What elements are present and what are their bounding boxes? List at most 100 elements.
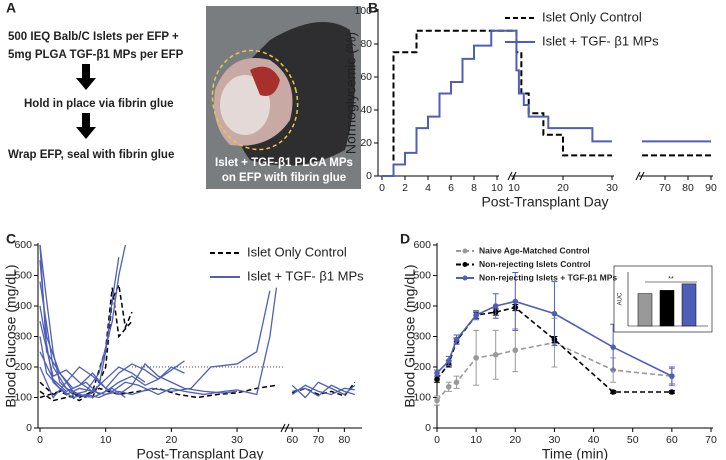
point [445, 358, 452, 364]
animal-line [292, 384, 355, 397]
x-tick-label: 10 [470, 434, 482, 446]
y-tick-label: 400 [14, 300, 32, 312]
panel-label: B [368, 0, 378, 16]
y-tick-label: 600 [413, 239, 431, 251]
y-tick-label: 20 [360, 137, 372, 149]
point [434, 376, 440, 383]
point [434, 370, 440, 376]
point [669, 373, 675, 379]
y-tick-label: 80 [360, 38, 372, 50]
inset-bar [659, 290, 675, 327]
x-axis-label: Time (min) [542, 446, 608, 460]
x-tick-label: 10 [508, 182, 520, 194]
x-tick-label: 4 [425, 182, 431, 194]
y-tick-label: 100 [354, 5, 372, 17]
axis-break [280, 423, 290, 433]
step-text: 5mg PLGA TGF-β1 MPs per EFP [8, 49, 184, 61]
step-text: Wrap EFP, seal with fibrin glue [8, 149, 174, 161]
x-tick-label: 2 [402, 182, 408, 194]
animal-line [39, 351, 238, 396]
step-text: 500 IEQ Balb/C Islets per EFP + [8, 31, 179, 43]
animal-line [39, 384, 277, 402]
animal-line [39, 287, 278, 399]
x-tick-label: 70 [312, 434, 324, 446]
x-tick-label: 0 [379, 182, 385, 194]
y-tick-label: 500 [413, 269, 431, 281]
point [512, 347, 519, 354]
point [610, 389, 616, 395]
legend-label: Islet Only Control [247, 244, 347, 259]
step-line [382, 29, 711, 177]
y-tick-label: 200 [413, 361, 431, 373]
x-tick-label: 0 [434, 434, 440, 446]
x-tick-label: 40 [588, 434, 600, 446]
point [445, 384, 452, 390]
legend-marker [462, 262, 468, 267]
point [492, 352, 499, 358]
y-tick-label: 200 [14, 361, 32, 373]
animal-line [39, 244, 127, 396]
x-tick-label: 8 [471, 182, 477, 194]
step-text: Hold in place via fibrin glue [24, 98, 174, 110]
animal-line [39, 290, 271, 396]
legend-label: Islet Only Control [542, 9, 642, 24]
legend-label: Islet + TGF- β1 MPs [542, 33, 659, 48]
x-tick-label: 60 [286, 434, 298, 446]
x-tick-label: 6 [448, 182, 454, 194]
x-tick-label: 30 [231, 434, 243, 446]
panel-label: C [6, 231, 16, 247]
legend-marker [462, 275, 468, 281]
point [473, 355, 479, 361]
y-axis-label: Normoglycemic (%) [343, 32, 359, 154]
point [473, 312, 479, 318]
x-tick-label: 20 [557, 182, 569, 194]
x-tick-label: 80 [339, 434, 351, 446]
point [492, 303, 499, 309]
y-tick-label: 100 [413, 391, 431, 403]
inset-bar [681, 283, 697, 327]
x-tick-label: 20 [166, 434, 178, 446]
y-axis-label: Blood Glucose (mg/dL) [3, 264, 19, 407]
step-line [382, 29, 711, 177]
panel-label: D [400, 231, 410, 247]
x-tick-label: 0 [37, 434, 43, 446]
y-tick-label: 300 [14, 330, 32, 342]
significance: ** [668, 276, 674, 283]
y-tick-label: 100 [14, 391, 32, 403]
x-tick-label: 70 [659, 182, 671, 194]
x-tick-label: 90 [705, 182, 717, 194]
inset-label: AUC [618, 292, 624, 305]
point [512, 298, 519, 305]
x-tick-label: 30 [606, 182, 618, 194]
y-tick-label: 300 [413, 330, 431, 342]
y-axis-label: Blood Glucose (mg/dL) [402, 264, 418, 407]
y-tick-label: 500 [14, 269, 32, 281]
legend-label: Non-rejecting Islets Control [479, 259, 590, 269]
y-tick-label: 0 [366, 170, 372, 182]
animal-line [39, 321, 146, 393]
legend-marker [462, 248, 468, 254]
animal-line [291, 381, 356, 399]
x-tick-label: 80 [682, 182, 694, 194]
y-tick-label: 40 [360, 104, 372, 116]
x-tick-label: 50 [627, 434, 639, 446]
animal-line [39, 360, 185, 399]
arrow [76, 113, 96, 139]
x-tick-label: 10 [100, 434, 112, 446]
legend-label: Islet + TGF- β1 MPs [247, 268, 364, 283]
point [434, 397, 440, 404]
photo-caption: on EFP with fibrin glue [222, 172, 346, 184]
x-tick-label: 10 [491, 182, 503, 194]
x-tick-label: 60 [666, 434, 678, 446]
legend-label: Non-rejecting Islets + TGF-β1 MPs [479, 272, 617, 282]
animal-line [39, 287, 133, 399]
x-tick-label: 70 [705, 434, 717, 446]
x-axis-label: Post-Transplant Day [481, 194, 608, 210]
inset-bar [637, 293, 653, 327]
y-tick-label: 600 [14, 239, 32, 251]
y-tick-label: 400 [413, 300, 431, 312]
point [453, 379, 460, 386]
x-tick-label: 20 [509, 434, 521, 446]
point [453, 336, 460, 343]
